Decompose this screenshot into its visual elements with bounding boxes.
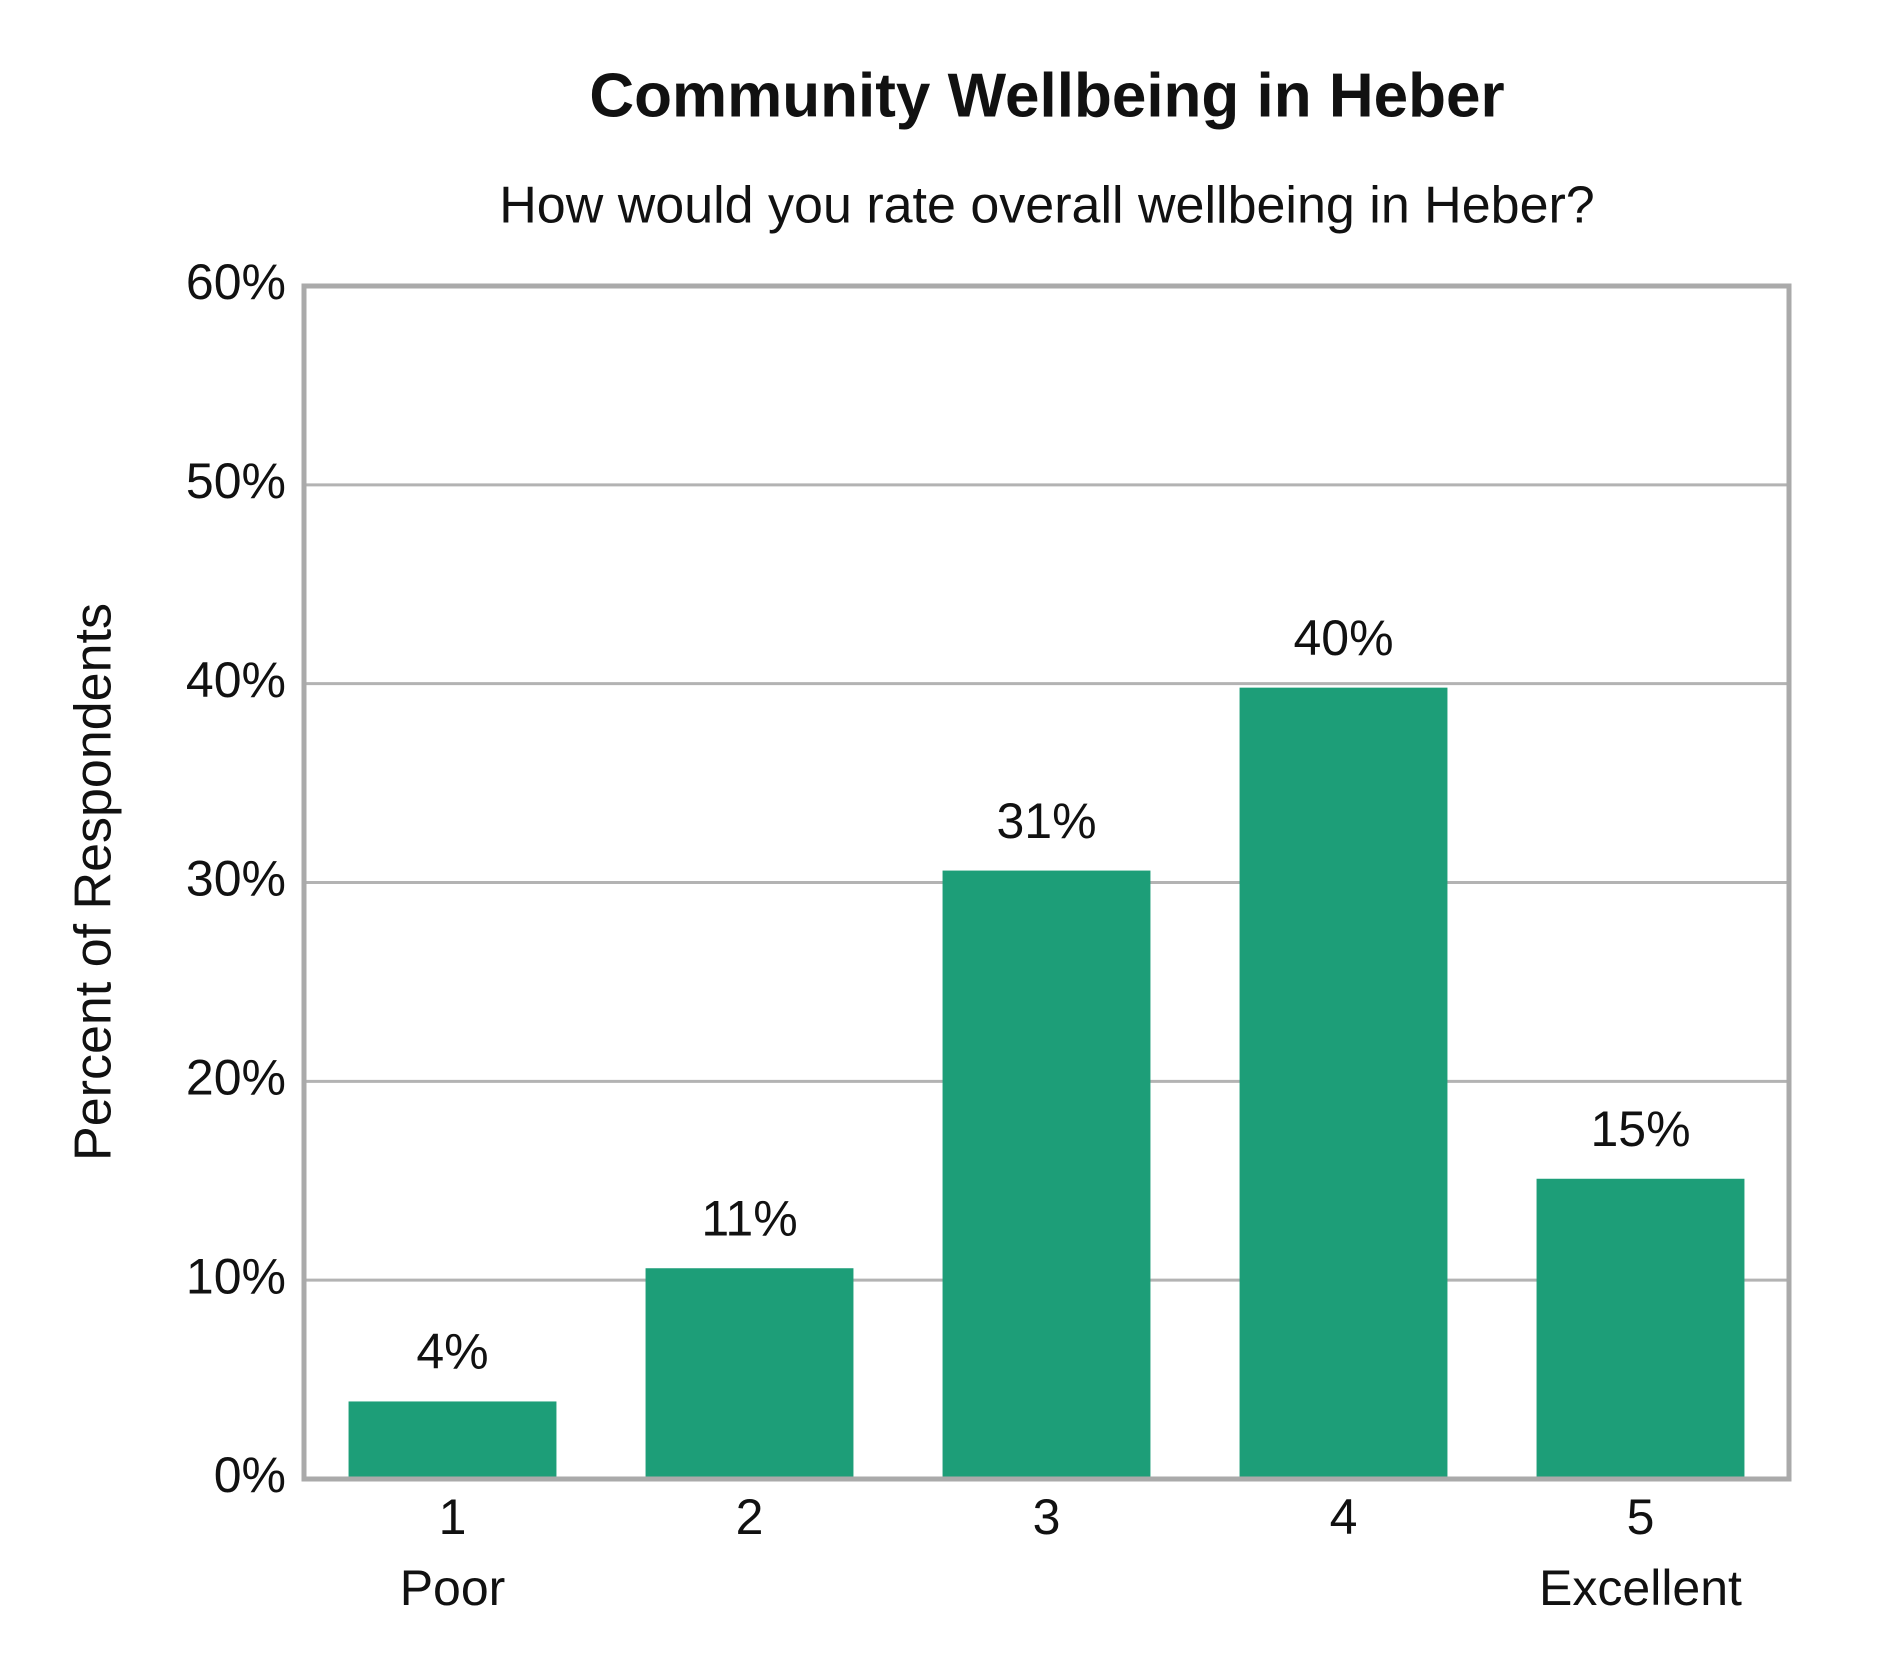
bar — [645, 1268, 854, 1479]
data-label: 11% — [701, 1190, 797, 1246]
data-label: 15% — [1590, 1101, 1690, 1157]
y-tick-label: 60% — [186, 254, 286, 310]
data-label: 40% — [1293, 610, 1393, 666]
y-axis-label: Percent of Respondents — [65, 603, 123, 1161]
chart-title: Community Wellbeing in Heber — [589, 61, 1504, 130]
x-tick-label: 2 — [736, 1489, 764, 1545]
bar — [1239, 687, 1448, 1479]
x-tick-label: 1 — [439, 1489, 467, 1545]
y-tick-label: 40% — [186, 652, 286, 708]
y-tick-label: 50% — [186, 453, 286, 509]
plot-frame — [301, 283, 1792, 1482]
x-tick-label: 4 — [1330, 1489, 1358, 1545]
bar — [348, 1401, 557, 1479]
y-tick-label: 0% — [214, 1447, 286, 1503]
x-tick-label: 3 — [1033, 1489, 1061, 1545]
bar — [942, 870, 1151, 1479]
data-label: 4% — [416, 1324, 488, 1380]
x-tick-label: 5 — [1627, 1489, 1655, 1545]
x-tick-sublabel: Poor — [400, 1560, 506, 1616]
bar — [1536, 1178, 1745, 1479]
y-tick-label: 20% — [186, 1050, 286, 1106]
y-tick-label: 30% — [186, 851, 286, 907]
data-label: 31% — [996, 793, 1096, 849]
chart-subtitle: How would you rate overall wellbeing in … — [499, 177, 1594, 235]
y-tick-label: 10% — [186, 1248, 286, 1304]
x-tick-sublabel: Excellent — [1539, 1560, 1742, 1616]
